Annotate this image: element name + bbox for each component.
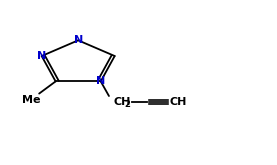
Text: Me: Me <box>22 95 40 105</box>
Text: N: N <box>74 35 83 45</box>
Text: N: N <box>37 51 46 61</box>
Text: CH: CH <box>169 97 187 107</box>
Text: CH: CH <box>113 97 130 107</box>
Text: N: N <box>96 76 105 86</box>
Text: 2: 2 <box>125 100 131 109</box>
